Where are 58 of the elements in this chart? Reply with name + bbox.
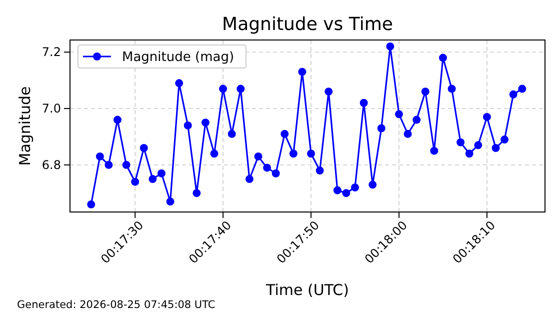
point bbox=[272, 169, 280, 178]
point bbox=[324, 88, 333, 96]
point bbox=[421, 88, 430, 96]
point bbox=[157, 169, 166, 178]
point bbox=[131, 178, 140, 186]
point bbox=[465, 150, 474, 158]
point bbox=[342, 189, 350, 198]
point bbox=[377, 124, 386, 132]
legend-label: Magnitude (mag) bbox=[122, 50, 234, 65]
point bbox=[509, 90, 518, 98]
point bbox=[456, 138, 465, 146]
y-tick-label: 7.2 bbox=[42, 44, 61, 59]
y-axis-title: Magnitude bbox=[16, 86, 34, 166]
y-tick-label: 6.8 bbox=[42, 158, 61, 172]
y-tick-label: 7.0 bbox=[42, 101, 61, 116]
point bbox=[474, 141, 482, 150]
point bbox=[263, 164, 272, 172]
point bbox=[386, 42, 394, 50]
point bbox=[316, 166, 324, 175]
point bbox=[166, 198, 174, 206]
point bbox=[412, 116, 421, 124]
point bbox=[236, 84, 245, 93]
point bbox=[500, 136, 509, 144]
text: Generated: 2026-08-25 07:45:08 UTC bbox=[17, 299, 216, 311]
point bbox=[280, 130, 289, 138]
x-axis-title: Time (UTC) bbox=[265, 281, 349, 299]
point bbox=[492, 144, 500, 152]
point bbox=[351, 183, 359, 192]
point bbox=[184, 121, 192, 130]
point bbox=[192, 189, 201, 198]
point bbox=[148, 175, 157, 183]
point bbox=[254, 152, 262, 160]
point bbox=[228, 130, 236, 138]
point bbox=[438, 54, 447, 62]
point bbox=[518, 84, 526, 93]
point bbox=[210, 150, 218, 158]
point bbox=[404, 130, 412, 138]
point bbox=[114, 116, 122, 124]
point bbox=[307, 150, 316, 158]
chart-title: Magnitude vs Time bbox=[222, 14, 393, 35]
point bbox=[175, 79, 184, 88]
point bbox=[333, 186, 342, 194]
point bbox=[289, 150, 298, 158]
point bbox=[448, 84, 456, 93]
point bbox=[122, 160, 130, 169]
point bbox=[96, 152, 104, 160]
point bbox=[430, 146, 438, 155]
point bbox=[298, 68, 306, 76]
point bbox=[394, 110, 403, 118]
point bbox=[201, 118, 210, 127]
point bbox=[87, 200, 96, 208]
point bbox=[360, 98, 368, 107]
point bbox=[368, 180, 377, 189]
point bbox=[219, 84, 228, 93]
point bbox=[104, 160, 113, 169]
point bbox=[482, 112, 491, 121]
point bbox=[245, 175, 254, 183]
point bbox=[140, 144, 148, 152]
